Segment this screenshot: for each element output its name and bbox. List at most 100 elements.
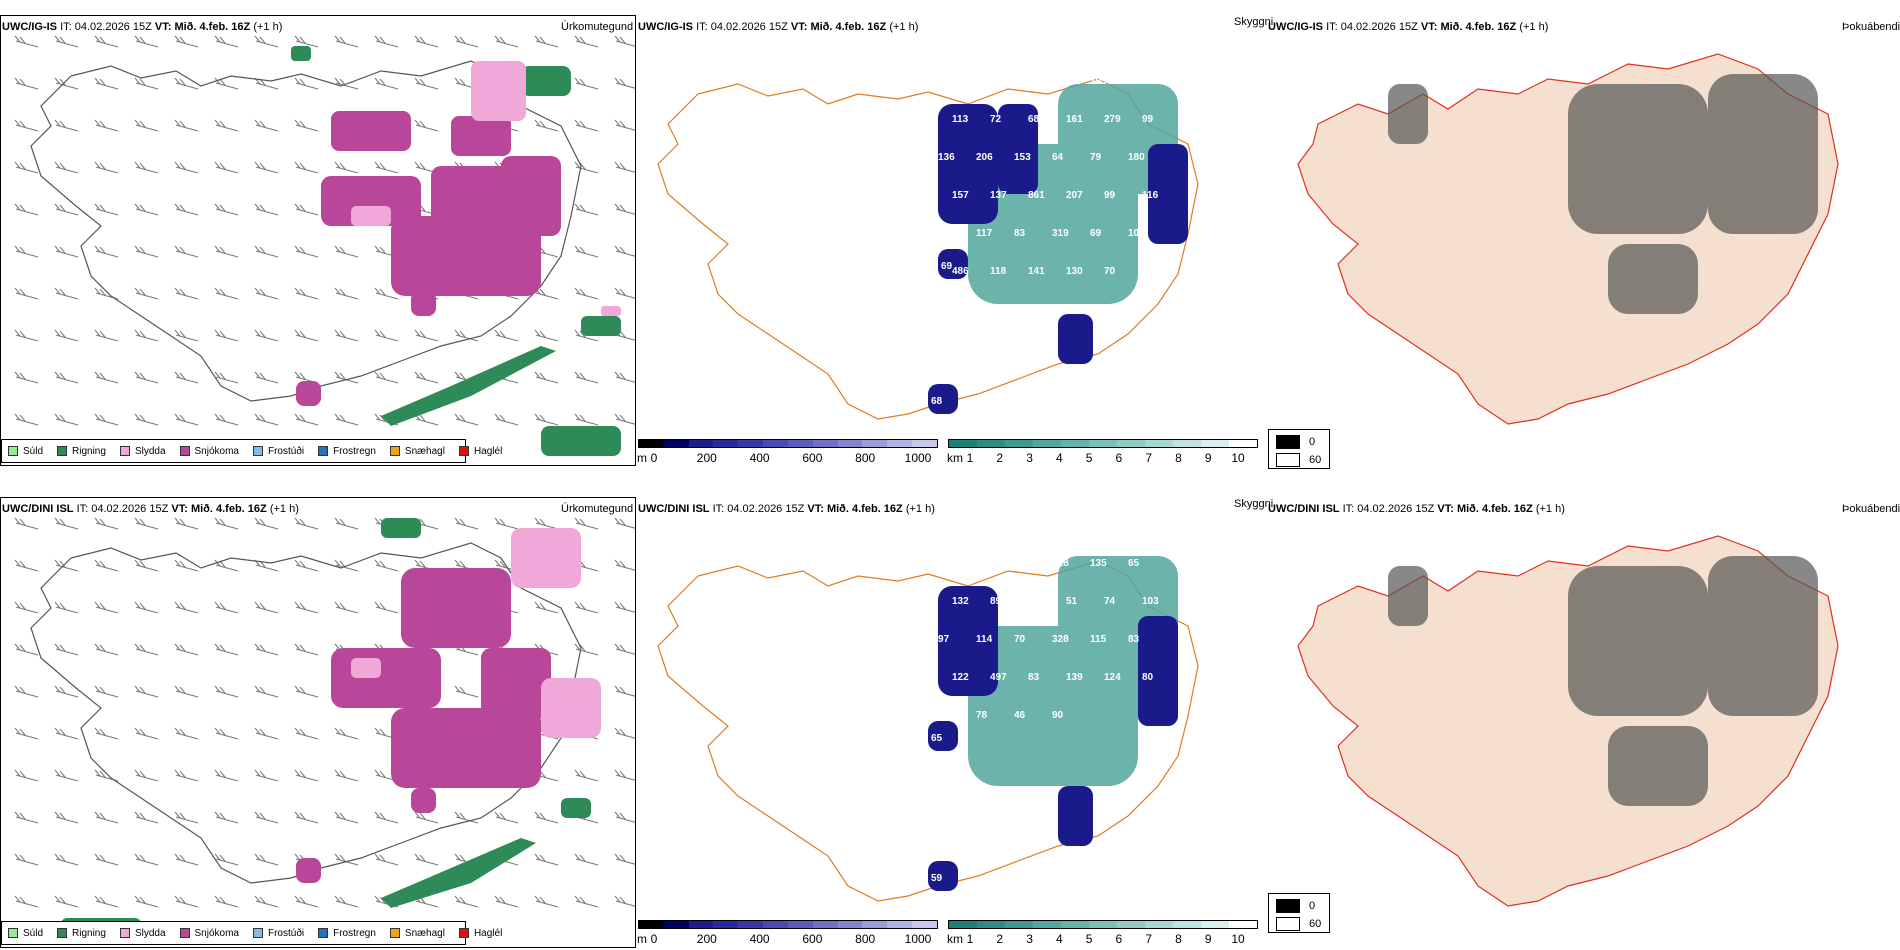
iceland-outline (657, 78, 1199, 420)
wind-barb (14, 769, 39, 782)
legend-swatch (179, 446, 190, 456)
panel-title-precip: Úrkomutegund (561, 21, 634, 33)
fog-legend-light: 60 (1309, 454, 1322, 466)
legend-swatch (119, 446, 130, 456)
legend-item-frostúði: Frostúði (252, 446, 304, 457)
legend-swatch (458, 928, 469, 938)
colorbar-tick: 4 (1055, 932, 1063, 946)
colorbar-tick: 6 (1115, 451, 1123, 465)
wind-barb (254, 203, 279, 216)
colorbar-segment (663, 440, 689, 447)
legend-swatch (318, 928, 329, 938)
legend-label: Snjókoma (194, 927, 239, 939)
wind-barb (134, 329, 159, 342)
wind-barb (334, 811, 359, 824)
wind-barb (614, 413, 635, 425)
it-label: IT: (712, 503, 725, 515)
wind-barb (534, 517, 559, 530)
wind-barb (14, 559, 39, 572)
wind-barb (614, 287, 635, 299)
iceland-outline (657, 560, 1199, 902)
cloud-base-value: 114 (976, 634, 993, 645)
panel-title-precip: Úrkomutegund (561, 503, 634, 515)
wind-barb (134, 517, 159, 530)
wind-barb (14, 77, 39, 90)
wind-barb (614, 601, 635, 613)
legend-item-snæhagl: Snæhagl (389, 446, 445, 457)
wind-barb (214, 517, 239, 530)
wind-barb (614, 371, 635, 383)
colorbar-segment (639, 440, 664, 447)
fog-map-dini (1297, 535, 1839, 907)
legend-item-slydda: Slydda (119, 446, 166, 457)
legend-item-rigning: Rigning (57, 446, 106, 457)
lead-time: (+1 h) (1535, 503, 1565, 515)
wind-barb (334, 329, 359, 342)
colorbar-segment (787, 440, 813, 447)
wind-barb (254, 35, 279, 48)
wind-barb (494, 811, 519, 824)
wind-barb (574, 601, 599, 614)
wind-barb (14, 517, 39, 530)
colorbar-segment (639, 921, 664, 928)
wind-barb (174, 895, 199, 908)
wind-barb (14, 287, 39, 300)
wind-barb (254, 119, 279, 132)
fog-map-ig (1297, 53, 1839, 425)
legend-item-snjókoma: Snjókoma (179, 446, 239, 457)
wind-barb (254, 895, 279, 908)
cloud-base-value: 137 (990, 190, 1007, 201)
fog-panel-ig: UWC/IG-IS IT: 04.02.2026 15Z VT: Mið. 4.… (1268, 14, 1900, 469)
wind-barb (94, 119, 119, 132)
wind-barb (94, 643, 119, 656)
wind-barb (174, 769, 199, 782)
legend-swatch (57, 446, 68, 456)
cloud-base-colorbar: m 0 200 400 600 800 1000 (637, 920, 938, 948)
legend-swatch (389, 928, 400, 938)
wind-barb (174, 517, 199, 530)
colorbar-segment (1201, 440, 1229, 447)
wind-barbs (14, 517, 635, 908)
wind-barb (214, 413, 239, 426)
colorbar-segment (663, 921, 689, 928)
wind-barb (214, 643, 239, 656)
cloud-base-value: 65 (1128, 558, 1140, 569)
cloud-base-value: 69 (1090, 228, 1102, 239)
vt-label: VT: (1437, 503, 1454, 515)
colorbar-segment (912, 440, 937, 447)
cloud-base-value: 207 (1066, 190, 1083, 201)
wind-barb (334, 601, 359, 614)
wind-barb (174, 853, 199, 866)
sleet-areas (351, 528, 601, 738)
wind-barb (94, 161, 119, 174)
colorbar-tick: 8 (1175, 451, 1182, 465)
wind-barb (334, 35, 359, 48)
wind-barb (574, 77, 599, 90)
colorbar-tick: 800 (855, 451, 876, 465)
wind-barb (534, 371, 559, 384)
wind-barb (534, 35, 559, 48)
cloud-base-value: 132 (952, 596, 969, 607)
vt-value: Mið. 4.feb. 16Z (810, 21, 887, 33)
wind-barb (614, 119, 635, 131)
wind-barb (254, 811, 279, 824)
wind-barb (254, 245, 279, 258)
wind-barb (54, 119, 79, 132)
cloud-base-value: 96 (976, 558, 988, 569)
wind-barb (574, 287, 599, 300)
lead-time: (+1 h) (253, 21, 283, 33)
colorbar-tick: 2 (996, 451, 1004, 465)
header-ig-fog: UWC/IG-IS IT: 04.02.2026 15Z VT: Mið. 4.… (1268, 21, 1548, 33)
fog-legend: 0 60 (1268, 429, 1330, 469)
legend-swatch (318, 446, 329, 456)
cloud-base-value: 83 (1128, 634, 1140, 645)
cloud-base-value: 72 (990, 114, 1002, 125)
colorbar-tick: 1000 (904, 932, 932, 946)
wind-barb (374, 77, 399, 90)
precip-map-ig (14, 35, 635, 456)
colorbar-segment (977, 440, 1005, 447)
fog-panel-dini: UWC/DINI ISL IT: 04.02.2026 15Z VT: Mið.… (1268, 496, 1900, 950)
wind-barb (574, 517, 599, 530)
lead-time: (+1 h) (905, 503, 935, 515)
colorbar-tick: 6 (1115, 932, 1123, 946)
